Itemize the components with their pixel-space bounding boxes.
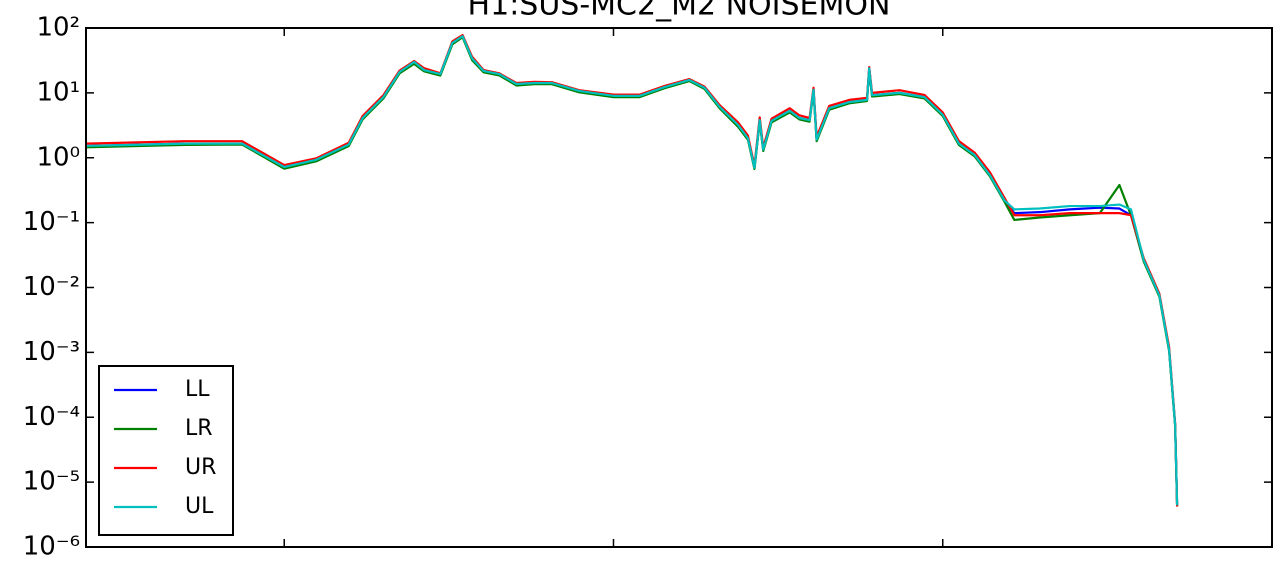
legend-label: LL xyxy=(185,377,210,402)
chart-title: H1:SUS-MC2_M2 NOISEMON xyxy=(468,0,891,23)
series-line xyxy=(86,33,1179,507)
series-line xyxy=(86,35,1179,506)
series-line xyxy=(86,36,1179,506)
y-tick-label: 10⁻³ xyxy=(23,337,80,367)
y-tick-label: 10⁰ xyxy=(36,142,80,172)
legend-label: UL xyxy=(185,494,214,519)
y-tick-label: 10⁻⁴ xyxy=(23,402,80,432)
y-tick-label: 10⁻⁵ xyxy=(23,467,80,497)
plot-lines xyxy=(86,33,1179,507)
series-line xyxy=(86,35,1179,506)
y-tick-label: 10⁻² xyxy=(23,272,80,302)
legend-label: UR xyxy=(185,455,216,480)
y-tick-label: 10⁻¹ xyxy=(23,207,80,237)
legend-label: LR xyxy=(185,416,213,441)
plot-frame xyxy=(85,27,1273,548)
y-tick-label: 10¹ xyxy=(36,77,80,107)
y-tick-label: 10² xyxy=(36,13,80,43)
y-tick-label: 10⁻⁶ xyxy=(23,532,80,562)
